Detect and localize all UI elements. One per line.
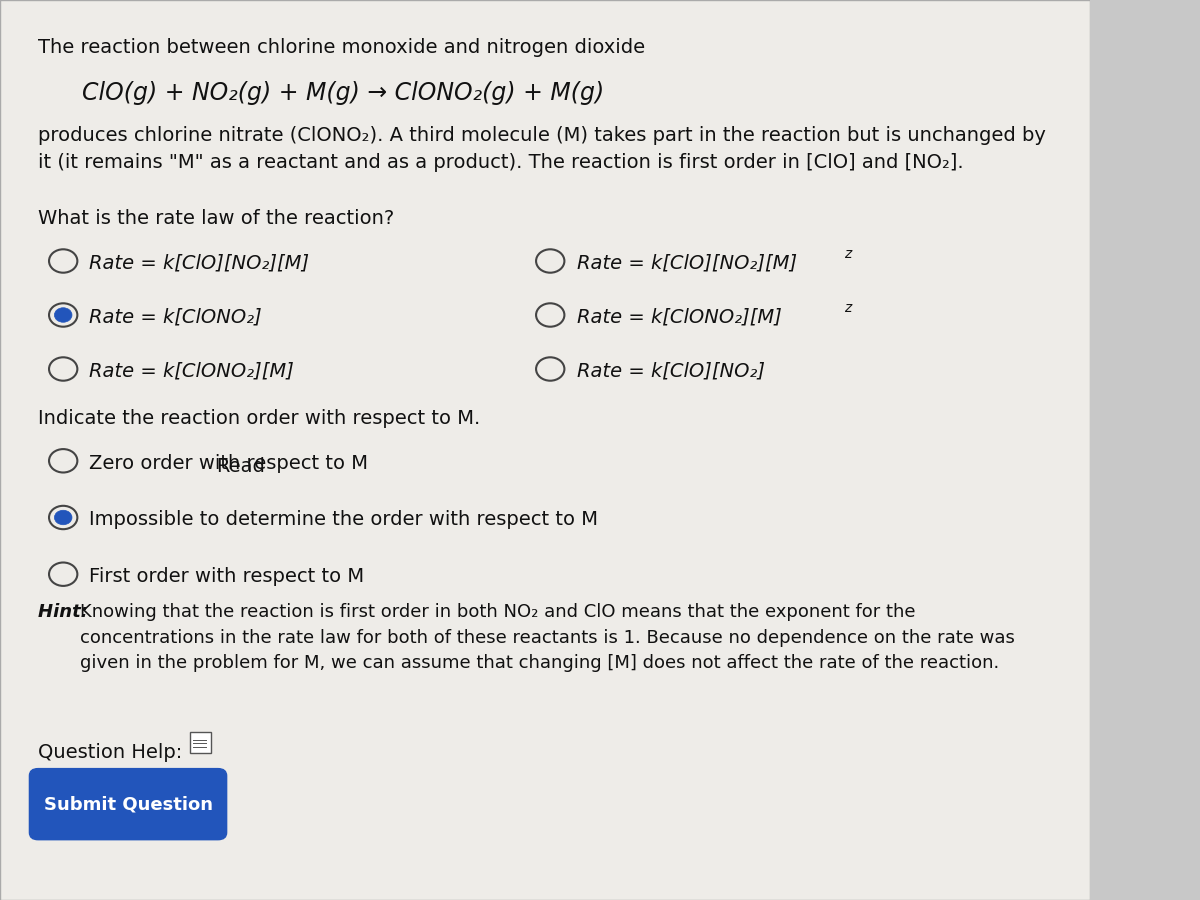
Text: Question Help:: Question Help: bbox=[38, 742, 182, 761]
Text: Impossible to determine the order with respect to M: Impossible to determine the order with r… bbox=[89, 510, 599, 529]
Text: Rate = k[ClONO₂]: Rate = k[ClONO₂] bbox=[89, 308, 262, 327]
Circle shape bbox=[54, 510, 72, 525]
Text: Read: Read bbox=[216, 457, 265, 476]
Text: z: z bbox=[845, 247, 852, 261]
Text: Submit Question: Submit Question bbox=[43, 796, 212, 814]
FancyBboxPatch shape bbox=[190, 732, 211, 753]
Text: Rate = k[ClONO₂][M]: Rate = k[ClONO₂][M] bbox=[89, 362, 294, 381]
Text: Rate = k[ClO][NO₂][M]: Rate = k[ClO][NO₂][M] bbox=[577, 254, 798, 273]
Text: Rate = k[ClO][NO₂]: Rate = k[ClO][NO₂] bbox=[577, 362, 766, 381]
Text: Zero order with respect to M: Zero order with respect to M bbox=[89, 454, 368, 473]
FancyBboxPatch shape bbox=[30, 769, 227, 840]
Text: First order with respect to M: First order with respect to M bbox=[89, 567, 365, 586]
Text: produces chlorine nitrate (ClONO₂). A third molecule (M) takes part in the react: produces chlorine nitrate (ClONO₂). A th… bbox=[38, 126, 1046, 172]
FancyBboxPatch shape bbox=[0, 0, 1090, 900]
Text: z: z bbox=[845, 301, 852, 315]
Circle shape bbox=[54, 308, 72, 322]
Text: Rate = k[ClO][NO₂][M]: Rate = k[ClO][NO₂][M] bbox=[89, 254, 310, 273]
Text: Knowing that the reaction is first order in both NO₂ and ClO means that the expo: Knowing that the reaction is first order… bbox=[79, 603, 1014, 672]
Text: Hint:: Hint: bbox=[38, 603, 95, 621]
Text: Rate = k[ClONO₂][M]: Rate = k[ClONO₂][M] bbox=[577, 308, 782, 327]
Text: ClO(g) + NO₂(g) + M(g) → ClONO₂(g) + M(g): ClO(g) + NO₂(g) + M(g) → ClONO₂(g) + M(g… bbox=[82, 81, 604, 105]
Text: Indicate the reaction order with respect to M.: Indicate the reaction order with respect… bbox=[38, 409, 480, 428]
Text: The reaction between chlorine monoxide and nitrogen dioxide: The reaction between chlorine monoxide a… bbox=[38, 38, 646, 57]
Text: What is the rate law of the reaction?: What is the rate law of the reaction? bbox=[38, 209, 395, 228]
